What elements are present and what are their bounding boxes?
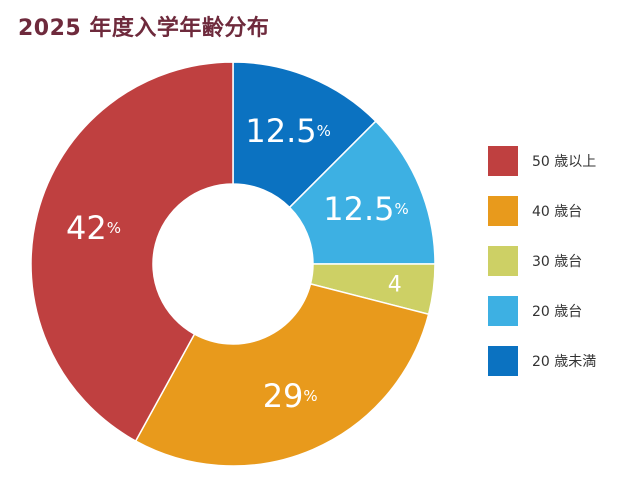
slice-4 bbox=[30, 61, 234, 443]
legend-swatch bbox=[488, 296, 518, 326]
slice-label-4: 42% bbox=[66, 209, 121, 247]
legend: 50 歳以上 40 歳台 30 歳台 20 歳台 20 歳未満 bbox=[488, 146, 596, 396]
legend-label: 40 歳台 bbox=[532, 204, 583, 220]
legend-label: 20 歳台 bbox=[532, 304, 583, 320]
legend-label: 20 歳未満 bbox=[532, 354, 597, 370]
slice-3 bbox=[134, 282, 430, 467]
legend-label: 30 歳台 bbox=[532, 254, 583, 270]
legend-label: 50 歳以上 bbox=[532, 154, 597, 170]
legend-swatch bbox=[488, 246, 518, 276]
legend-swatch bbox=[488, 196, 518, 226]
legend-item: 50 歳以上 bbox=[488, 146, 596, 176]
chart-title: 2025 年度入学年齢分布 bbox=[18, 16, 270, 41]
legend-swatch bbox=[488, 346, 518, 376]
slice-label-0: 12.5% bbox=[245, 112, 331, 150]
legend-item: 40 歳台 bbox=[488, 196, 596, 226]
legend-item: 30 歳台 bbox=[488, 246, 596, 276]
legend-swatch bbox=[488, 146, 518, 176]
slice-label-3: 29% bbox=[263, 377, 318, 415]
slice-0 bbox=[232, 61, 377, 209]
slice-1 bbox=[288, 120, 436, 265]
legend-item: 20 歳台 bbox=[488, 296, 596, 326]
slice-label-1: 12.5% bbox=[323, 190, 409, 228]
slice-label-2: 4 bbox=[388, 272, 402, 297]
legend-item: 20 歳未満 bbox=[488, 346, 596, 376]
